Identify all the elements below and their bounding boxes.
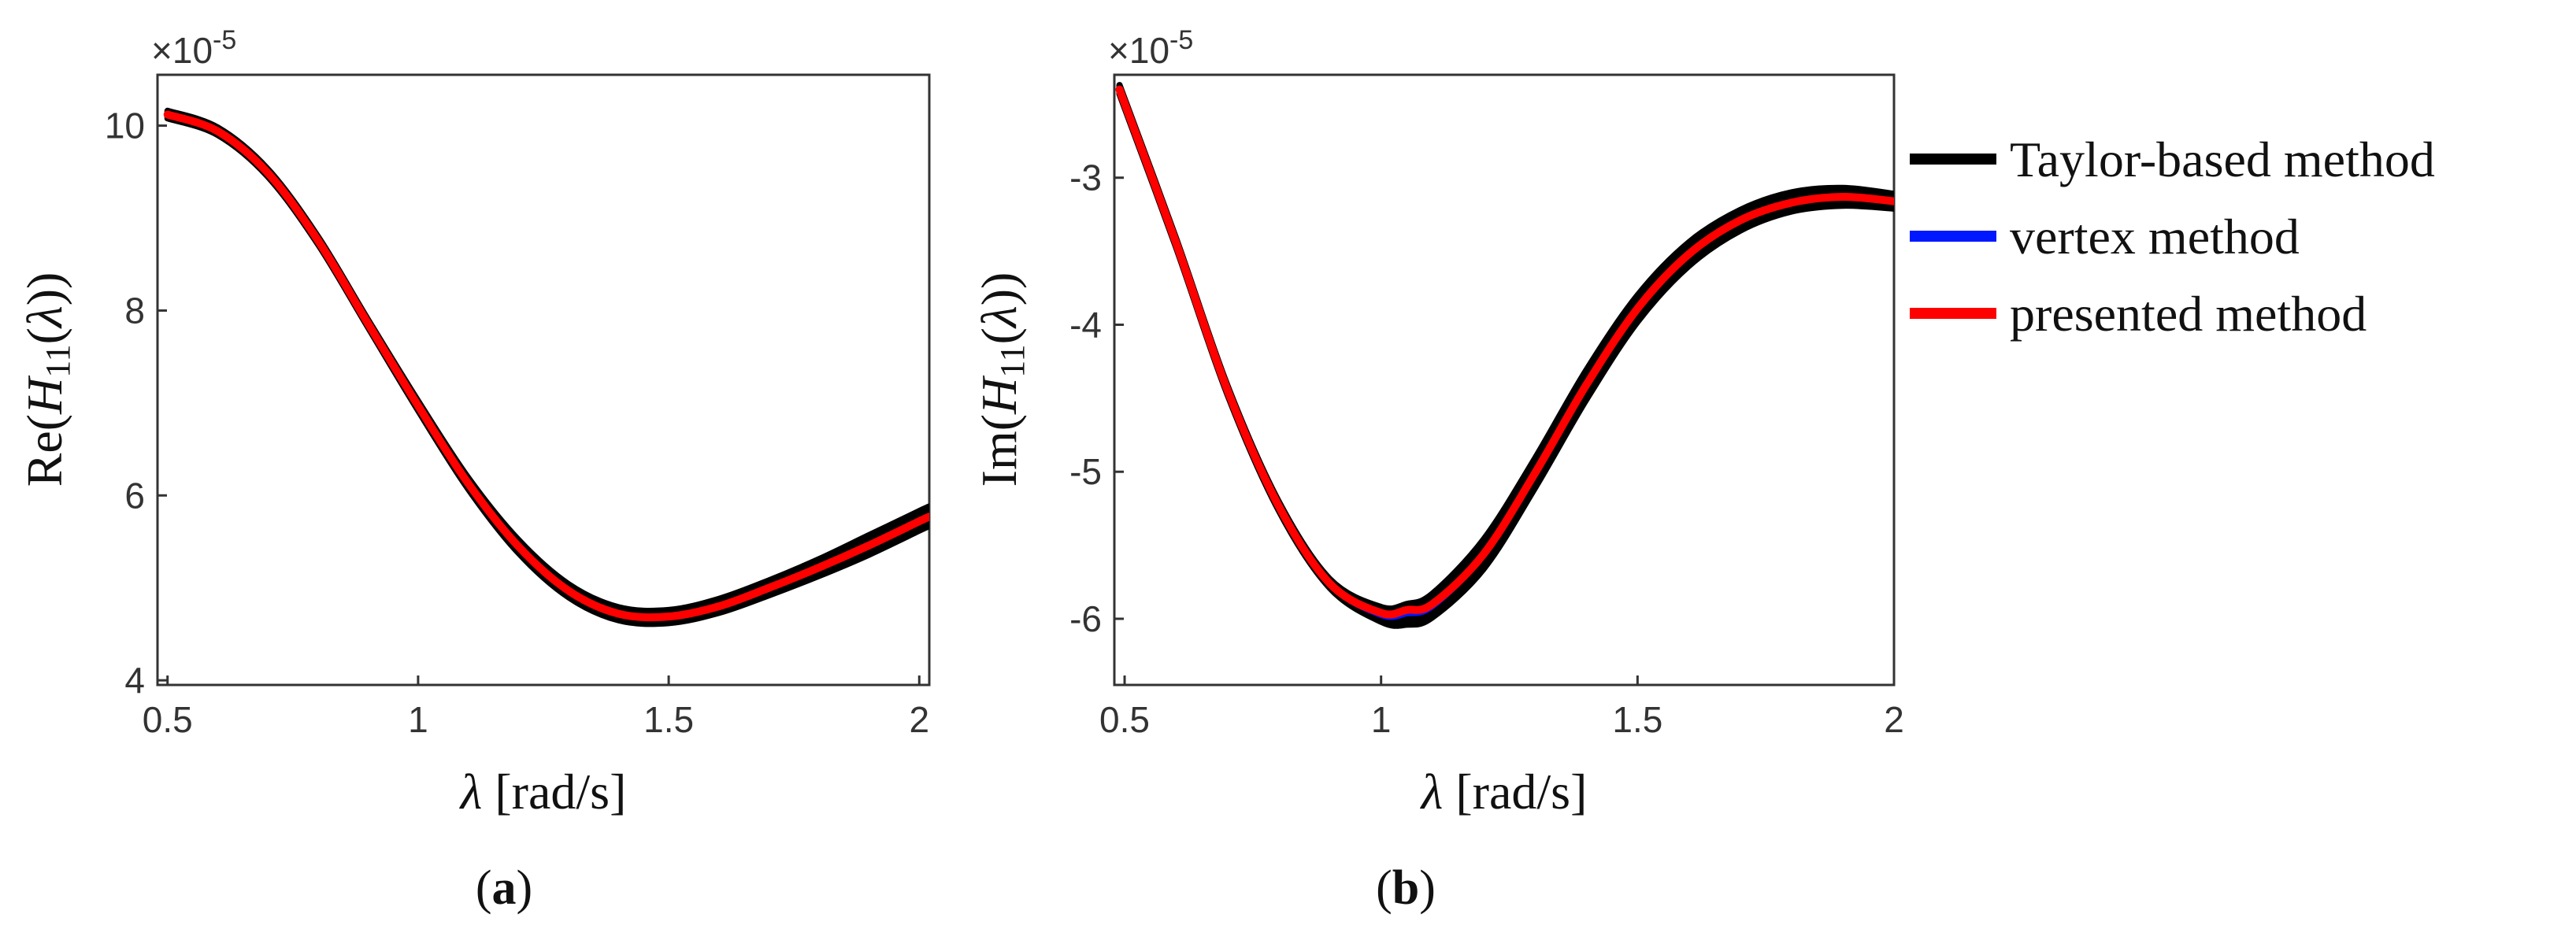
panel-a-chart: 0.5 1 1.5 2 4 6 8 10 ×10-5 Re(H11(λ)) λ [rad/s]… [17,25,931,915]
panel-a-y-axis-label: Re(H11(λ)) [17,272,77,487]
legend-item-taylor: Taylor-based method [1910,131,2435,187]
panel-b-ytick-label-2: -4 [1069,304,1102,345]
panel-b-ytick-label-1: -5 [1069,451,1102,492]
panel-a-xtick-label-3: 2 [909,699,929,740]
panel-b-xtick-label-1: 1 [1371,699,1392,740]
panel-b-ytick-label-3: -3 [1069,157,1102,198]
panel-a-ytick-label-0: 4 [124,660,145,701]
panel-b-exponent-label: ×10-5 [1108,25,1193,71]
panel-a-label: (a) [476,861,532,915]
panel-b-xtick-label-0: 0.5 [1099,699,1150,740]
panel-b-chart: 0.5 1 1.5 2 -6 -5 -4 -3 ×10-5 Im(H11(λ)) λ [rad… [971,25,1904,915]
panel-a-exponent-label: ×10-5 [151,25,236,71]
panel-a-xtick-label-1: 1 [408,699,428,740]
panel-b-label: (b) [1376,861,1436,915]
panel-a-ytick-label-1: 6 [124,475,145,516]
legend-label-presented: presented method [2010,286,2367,342]
legend-label-taylor: Taylor-based method [2010,131,2435,187]
panel-b-series [1115,82,1894,629]
panel-a-x-axis-label: λ [rad/s] [459,764,627,820]
panel-a-series [163,107,929,627]
legend: Taylor-based method vertex method presen… [1910,131,2435,342]
panel-a-ticks: 0.5 1 1.5 2 4 6 8 10 [105,105,929,740]
panel-b-x-axis-label: λ [rad/s] [1420,764,1588,820]
panel-b-xtick-label-3: 2 [1884,699,1904,740]
panel-a-ytick-label-3: 10 [105,105,145,146]
panel-b-y-axis-label: Im(H11(λ)) [971,272,1032,487]
panel-a-plot-frame [156,73,931,687]
legend-item-vertex: vertex method [1910,209,2300,265]
panel-a-ytick-label-2: 8 [124,290,145,331]
panel-a-xtick-label-2: 1.5 [643,699,694,740]
legend-label-vertex: vertex method [2010,209,2300,265]
panel-b-plot-frame [1113,73,1896,687]
legend-item-presented: presented method [1910,286,2367,342]
panel-a-line-presented-method [163,110,929,622]
panel-a-xtick-label-0: 0.5 [143,699,193,740]
panel-b-ytick-label-0: -6 [1069,598,1102,639]
panel-b-ticks: 0.5 1 1.5 2 -6 -5 -4 -3 [1069,157,1904,740]
panel-b-xtick-label-2: 1.5 [1612,699,1662,740]
panel-b-line-presented-method [1115,85,1894,619]
